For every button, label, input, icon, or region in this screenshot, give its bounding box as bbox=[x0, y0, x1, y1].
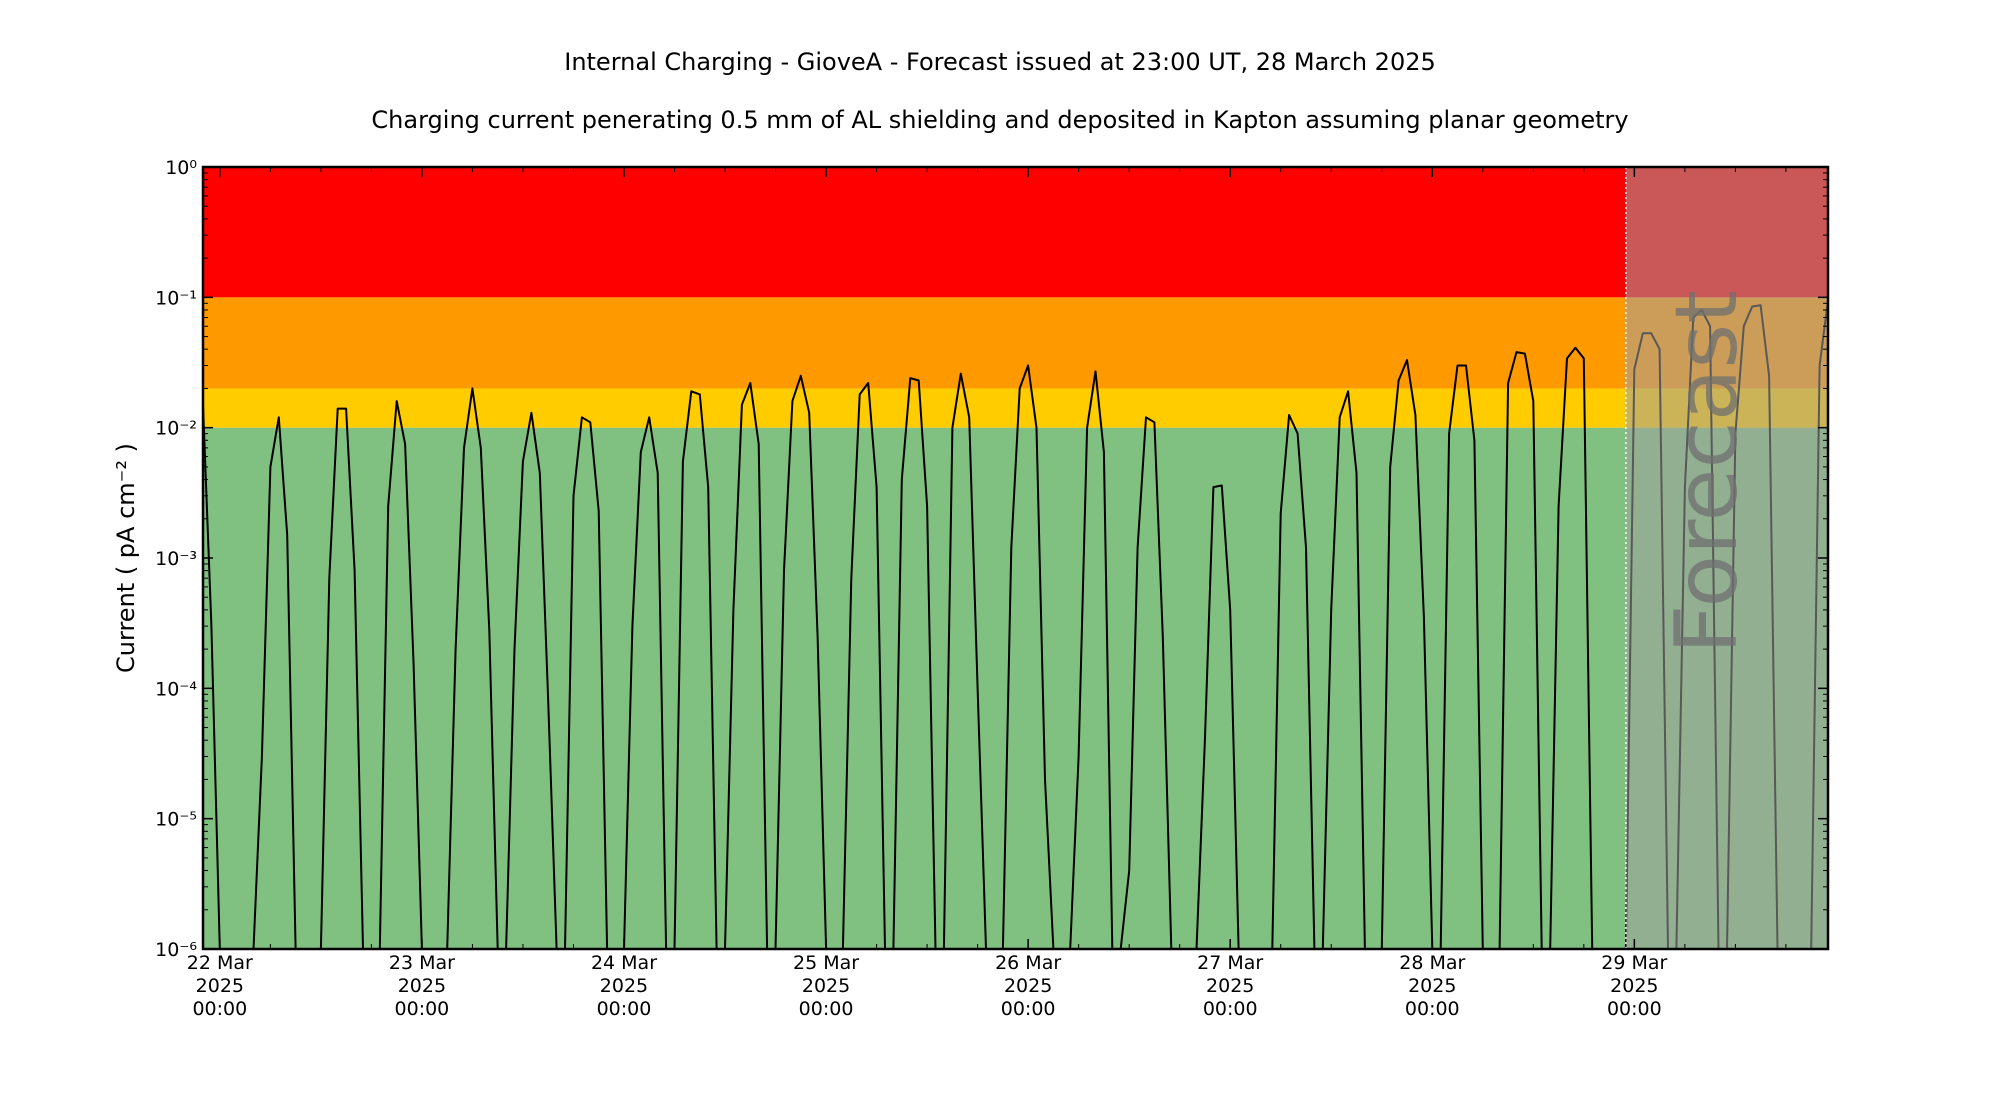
x-tick-label-line: 27 Mar bbox=[1197, 952, 1263, 974]
y-axis-label: Current ( pA cm⁻² ) bbox=[112, 443, 140, 673]
y-axis: 10⁻⁶ 10⁻⁵ 10⁻⁴ 10⁻³ 10⁻² 10⁻¹ 10⁰ bbox=[155, 157, 1828, 961]
x-tick-label-line: 00:00 bbox=[192, 998, 247, 1020]
x-tick-label-line: 2025 bbox=[1004, 975, 1052, 997]
x-tick-label-line: 2025 bbox=[600, 975, 648, 997]
chart-title: Internal Charging - GioveA - Forecast is… bbox=[564, 48, 1436, 76]
x-tick-label-line: 2025 bbox=[1206, 975, 1254, 997]
y-tick-label: 10⁻⁶ bbox=[155, 939, 197, 961]
x-tick-label-line: 26 Mar bbox=[995, 952, 1061, 974]
severity-band bbox=[203, 427, 1828, 949]
x-tick-label-line: 28 Mar bbox=[1399, 952, 1465, 974]
x-tick-label: 25 Mar 2025 00:00 bbox=[793, 952, 859, 1020]
x-tick-label-line: 00:00 bbox=[1001, 998, 1056, 1020]
severity-band bbox=[203, 167, 1828, 298]
x-tick-label: 24 Mar 2025 00:00 bbox=[591, 952, 657, 1020]
x-tick-label-line: 00:00 bbox=[395, 998, 450, 1020]
x-tick-label-line: 2025 bbox=[398, 975, 446, 997]
x-tick-label-line: 2025 bbox=[1408, 975, 1456, 997]
x-tick-label: 29 Mar 2025 00:00 bbox=[1601, 952, 1667, 1020]
y-tick-label: 10⁰ bbox=[165, 157, 197, 179]
x-tick-label-line: 00:00 bbox=[597, 998, 652, 1020]
x-tick-label-line: 22 Mar bbox=[187, 952, 253, 974]
x-tick-label: 23 Mar 2025 00:00 bbox=[389, 952, 455, 1020]
x-tick-label-line: 00:00 bbox=[1405, 998, 1460, 1020]
x-tick-label-line: 29 Mar bbox=[1601, 952, 1667, 974]
forecast-overlay: Forecast bbox=[1625, 167, 1828, 949]
x-tick-label: 28 Mar 2025 00:00 bbox=[1399, 952, 1465, 1020]
x-tick-label-line: 23 Mar bbox=[389, 952, 455, 974]
x-tick-label-line: 25 Mar bbox=[793, 952, 859, 974]
chart-subtitle: Charging current penerating 0.5 mm of AL… bbox=[371, 106, 1629, 134]
severity-bands bbox=[203, 167, 1828, 949]
x-tick-label: 26 Mar 2025 00:00 bbox=[995, 952, 1061, 1020]
y-tick-label: 10⁻² bbox=[155, 418, 197, 440]
forecast-shading bbox=[1625, 167, 1828, 949]
x-tick-label-line: 2025 bbox=[196, 975, 244, 997]
y-tick-label: 10⁻⁴ bbox=[155, 678, 197, 700]
x-tick-label: 27 Mar 2025 00:00 bbox=[1197, 952, 1263, 1020]
x-tick-label-line: 00:00 bbox=[1203, 998, 1258, 1020]
y-tick-label: 10⁻¹ bbox=[155, 287, 197, 309]
x-tick-label-line: 2025 bbox=[1610, 975, 1658, 997]
severity-band bbox=[203, 297, 1828, 389]
x-tick-label-line: 2025 bbox=[802, 975, 850, 997]
forecast-label: Forecast bbox=[1657, 290, 1757, 654]
x-tick-label-line: 00:00 bbox=[799, 998, 854, 1020]
x-tick-label-line: 24 Mar bbox=[591, 952, 657, 974]
y-tick-label: 10⁻⁵ bbox=[155, 809, 197, 831]
x-tick-label: 22 Mar 2025 00:00 bbox=[187, 952, 253, 1020]
y-tick-label: 10⁻³ bbox=[155, 548, 197, 570]
x-tick-label-line: 00:00 bbox=[1607, 998, 1662, 1020]
